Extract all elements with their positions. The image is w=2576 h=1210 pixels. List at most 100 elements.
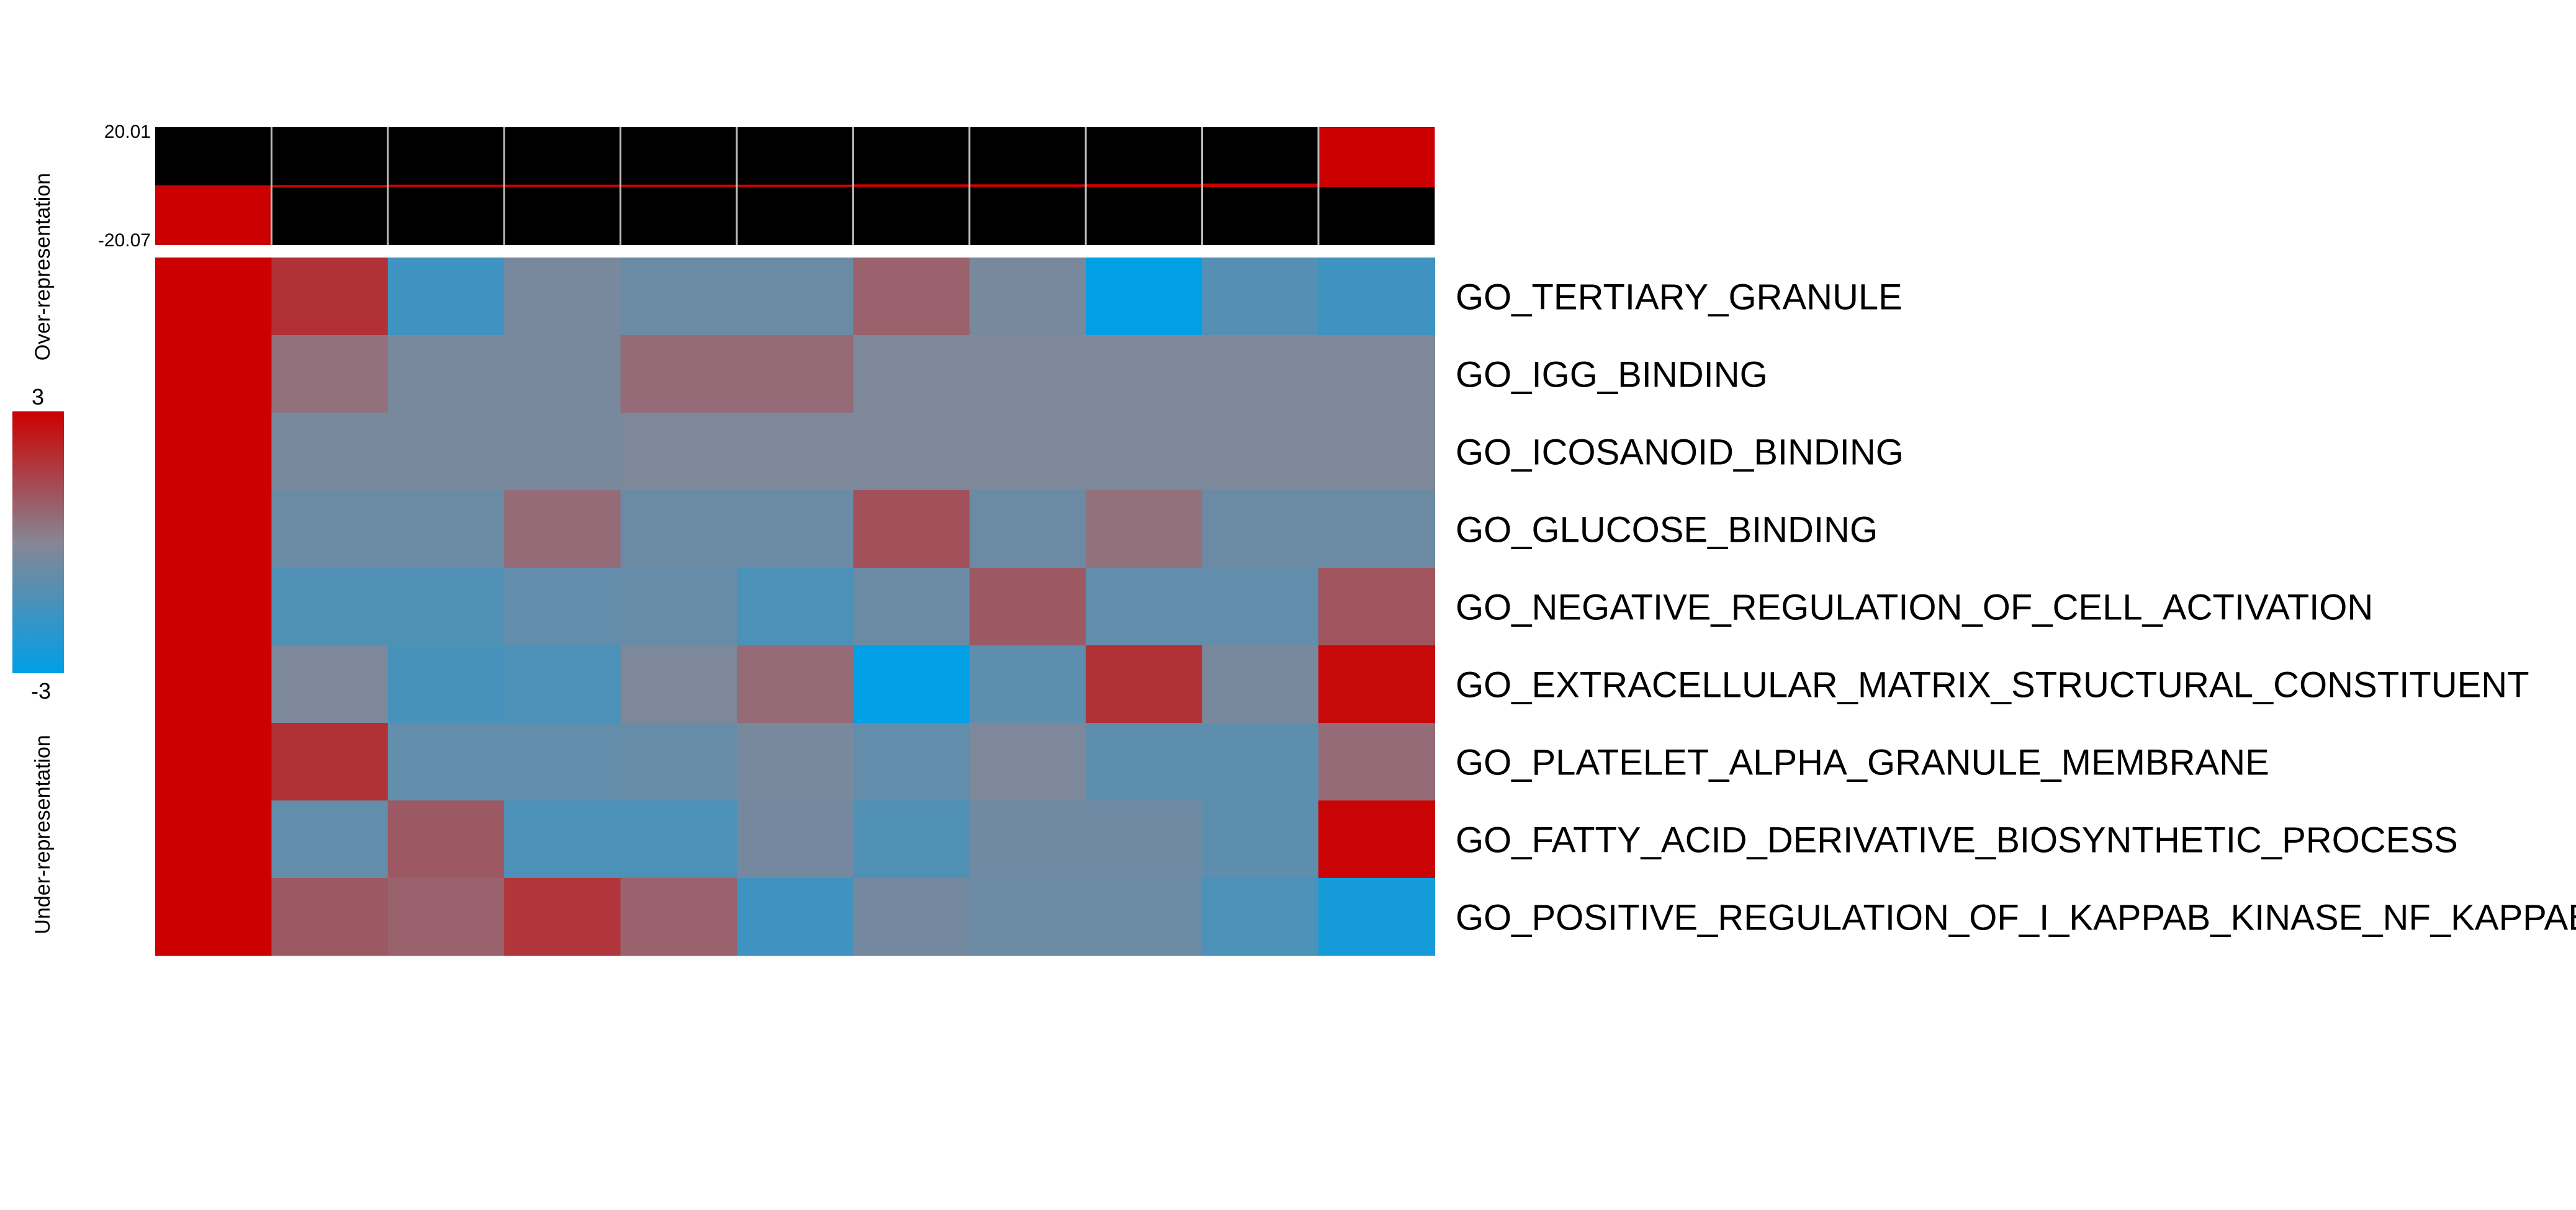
row-label: GO_PLATELET_ALPHA_GRANULE_MEMBRANE — [1456, 742, 2269, 782]
heatmap-cell — [737, 723, 853, 801]
row-label: GO_ICOSANOID_BINDING — [1456, 432, 1904, 472]
heatmap-cell — [504, 413, 621, 491]
heatmap-cell — [737, 335, 853, 413]
over-representation-bar — [155, 185, 272, 186]
heatmap-cell — [853, 413, 970, 491]
heatmap-cell — [737, 645, 853, 724]
heatmap-cell — [271, 413, 389, 491]
under-representation-bar — [271, 186, 388, 188]
heatmap-cell — [1318, 723, 1435, 801]
heatmap-cell — [1202, 568, 1319, 646]
over-representation-bar — [737, 184, 853, 186]
heatmap-cell — [271, 335, 389, 413]
heatmap-cell — [620, 335, 737, 413]
heatmap-cell — [1202, 413, 1319, 491]
heatmap-cell — [853, 335, 970, 413]
heatmap-cell — [271, 490, 389, 568]
colorbar-max-label: 3 — [32, 384, 44, 410]
heatmap-cell — [620, 413, 737, 491]
heatmap-grid — [155, 258, 1435, 956]
heatmap-cell — [387, 335, 505, 413]
heatmap-cell — [387, 413, 505, 491]
heatmap-cell — [387, 878, 505, 956]
heatmap-cell — [387, 258, 505, 336]
heatmap-cell — [504, 335, 621, 413]
heatmap-cell — [737, 878, 853, 956]
row-label: GO_TERTIARY_GRANULE — [1456, 277, 1903, 317]
heatmap-cell — [155, 723, 272, 801]
heatmap-cell — [620, 800, 737, 879]
over-representation-bar — [620, 184, 737, 186]
row-label: GO_NEGATIVE_REGULATION_OF_CELL_ACTIVATIO… — [1456, 587, 2373, 627]
heatmap-cell — [1202, 335, 1319, 413]
heatmap-cell — [853, 258, 970, 336]
under-representation-bar — [737, 186, 853, 187]
heatmap-cell — [853, 568, 970, 646]
heatmap-cell — [1318, 490, 1435, 568]
heatmap-cell — [1086, 878, 1203, 956]
row-label-group: GO_TERTIARY_GRANULE GO_IGG_BINDING GO_ICOS… — [1456, 277, 2576, 938]
heatmap-cell — [969, 490, 1086, 568]
heatmap-cell — [1086, 413, 1203, 491]
heatmap-cell — [853, 645, 970, 724]
heatmap-cell — [1318, 258, 1435, 336]
top-bar-min-label: -20.07 — [98, 230, 151, 251]
under-representation-bar — [969, 186, 1086, 187]
heatmap-cell — [620, 490, 737, 568]
heatmap-cell — [737, 413, 853, 491]
heatmap-cell — [155, 645, 272, 724]
heatmap-cell — [155, 878, 272, 956]
heatmap-cell — [504, 645, 621, 724]
heatmap-cell — [1086, 723, 1203, 801]
row-label: GO_EXTRACELLULAR_MATRIX_STRUCTURAL_CONST… — [1456, 665, 2529, 705]
over-representation-bar — [1318, 127, 1435, 186]
enrichment-bar-panel: 20.01 -20.07 — [98, 122, 1435, 251]
heatmap-cell — [504, 490, 621, 568]
heatmap-cell — [737, 568, 853, 646]
heatmap-cell — [271, 723, 389, 801]
heatmap-cell — [853, 800, 970, 879]
heatmap-cell — [853, 878, 970, 956]
heatmap-cell — [271, 645, 389, 724]
over-representation-bar — [1086, 184, 1202, 186]
heatmap-cell — [1318, 645, 1435, 724]
heatmap-cell — [620, 723, 737, 801]
under-representation-bar — [504, 186, 621, 187]
heatmap-cell — [620, 878, 737, 956]
heatmap-cell — [620, 568, 737, 646]
heatmap-cell — [155, 568, 272, 646]
row-label: GO_IGG_BINDING — [1456, 354, 1768, 395]
heatmap-cell — [737, 490, 853, 568]
heatmap-cell — [1086, 800, 1203, 879]
heatmap-cell — [969, 335, 1086, 413]
heatmap-cell — [969, 645, 1086, 724]
under-representation-bar — [853, 186, 970, 187]
heatmap-cell — [737, 258, 853, 336]
heatmap-cell — [1202, 723, 1319, 801]
heatmap-cell — [969, 878, 1086, 956]
heatmap-cell — [620, 645, 737, 724]
under-representation-bar — [387, 186, 505, 187]
heatmap-cell — [969, 723, 1086, 801]
under-representation-bar — [155, 186, 272, 245]
heatmap-cell — [969, 258, 1086, 336]
heatmap-cell — [1318, 800, 1435, 879]
over-representation-bar — [271, 185, 388, 186]
heatmap-cell — [504, 258, 621, 336]
over-representation-bar — [387, 184, 505, 186]
heatmap-cell — [853, 723, 970, 801]
heatmap-cell — [387, 645, 505, 724]
over-representation-bar — [1202, 183, 1318, 186]
heatmap-cell — [155, 413, 272, 491]
heatmap-cell — [155, 335, 272, 413]
heatmap-cell — [271, 800, 389, 879]
heatmap-cell — [504, 878, 621, 956]
heatmap-cell — [1318, 335, 1435, 413]
under-representation-bar — [1086, 186, 1202, 187]
over-representation-label: Over-representation — [31, 173, 55, 361]
colorbar: 3 -3 — [12, 384, 64, 704]
row-label: GO_POSITIVE_REGULATION_OF_I_KAPPAB_KINAS… — [1456, 897, 2576, 938]
heatmap-cell — [1086, 335, 1203, 413]
heatmap-cell — [271, 258, 389, 336]
